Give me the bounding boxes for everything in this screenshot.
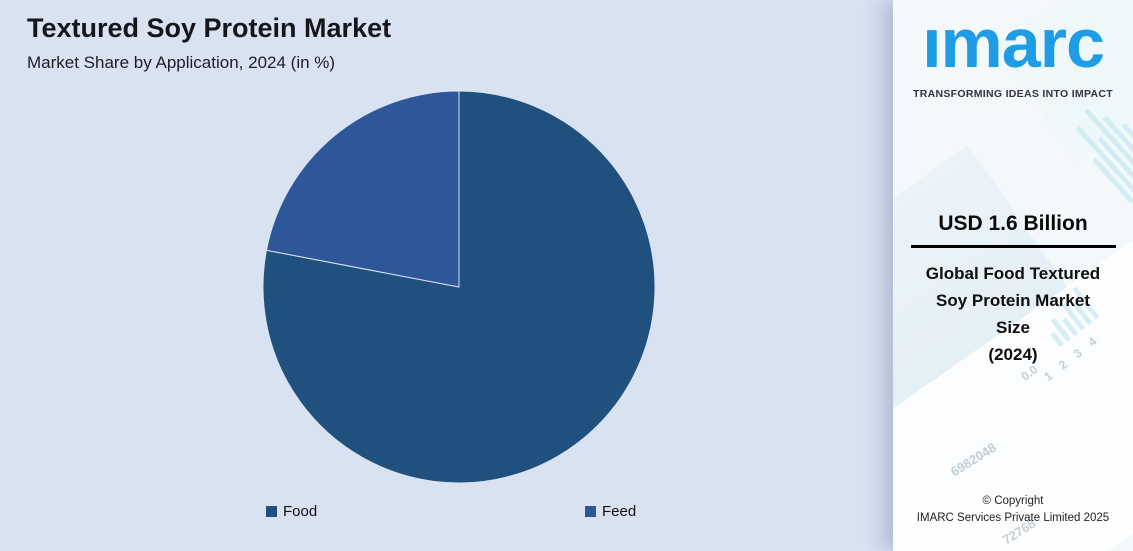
watermark-bar-chart [1064,96,1133,204]
legend-label-feed: Feed [602,503,637,520]
page-title: Textured Soy Protein Market [27,13,392,43]
market-size-label: Global Food Textured Soy Protein Market … [925,264,1101,364]
copyright-line2: IMARC Services Private Limited 2025 [916,512,1110,524]
pie-slice-food [262,90,656,484]
pie-chart [262,90,656,484]
imarc-logo-wordmark: ımarc [922,4,1105,82]
chart-area: Textured Soy Protein Market Market Share… [27,13,656,520]
brand-sidebar: 1 2 3 4 0.0 6982048 72768 ımarc TRANSFOR… [893,0,1133,551]
market-size-stat: USD 1.6 Billion Global Food Textured Soy… [893,212,1133,368]
pie-slice-feed [265,90,460,288]
copyright-line1: © Copyright [982,495,1044,507]
logo-letter-i: ı [922,4,941,82]
legend-item-food: Food [266,503,317,520]
copyright-notice: © Copyright IMARC Services Private Limit… [893,493,1133,527]
market-size-value: USD 1.6 Billion [938,212,1088,235]
imarc-logo: ımarc TRANSFORMING IDEAS INTO IMPACT [893,8,1133,100]
legend-label-food: Food [283,503,318,520]
legend-swatch-food [266,506,277,517]
divider [910,245,1116,248]
legend-item-feed: Feed [585,503,636,520]
chart-subtitle: Market Share by Application, 2024 (in %) [27,53,336,72]
watermark-number: 6982048 [947,439,999,480]
logo-tagline: TRANSFORMING IDEAS INTO IMPACT [913,88,1113,100]
legend-swatch-feed [585,506,596,517]
